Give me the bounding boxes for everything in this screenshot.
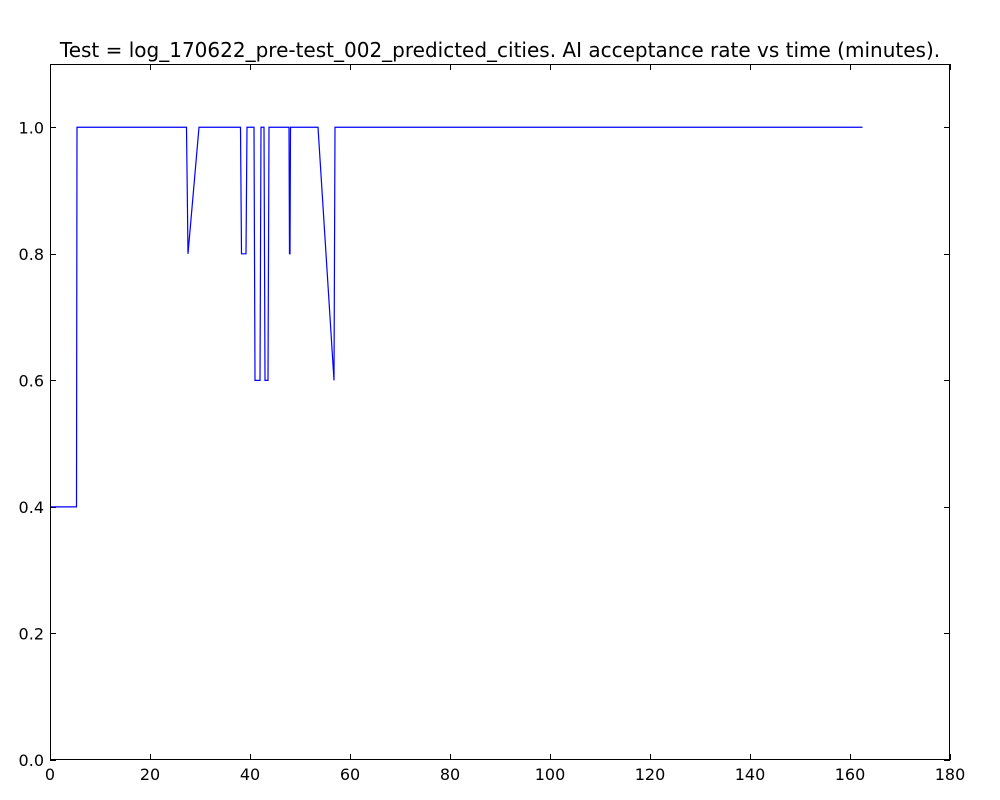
series-line-0 — [50, 126, 863, 508]
y-tick-label: 0.0 — [19, 751, 44, 770]
x-tick-label: 180 — [935, 765, 966, 784]
x-tick-label: 0 — [45, 765, 55, 784]
x-tick-label: 80 — [440, 765, 460, 784]
y-tick-label: 0.8 — [19, 245, 44, 264]
x-tick-label: 40 — [240, 765, 260, 784]
plot-frame — [50, 64, 950, 760]
x-tick-label: 120 — [635, 765, 666, 784]
y-tick-label: 0.6 — [19, 371, 44, 390]
series-layer — [50, 126, 863, 508]
x-tick-label: 60 — [340, 765, 360, 784]
x-tick-label: 100 — [535, 765, 566, 784]
chart-title: Test = log_170622_pre-test_002_predicted… — [59, 38, 940, 62]
x-tick-label: 160 — [835, 765, 866, 784]
x-tick-label: 20 — [140, 765, 160, 784]
ticks-layer: 0 20 40 60 80 100 120 140 160 180 0.0 0.2 0.4 0.6 0.8 1… — [19, 64, 966, 784]
x-tick-label: 140 — [735, 765, 766, 784]
y-tick-label: 0.4 — [19, 498, 44, 517]
y-tick-label: 1.0 — [19, 118, 44, 137]
y-tick-label: 0.2 — [19, 624, 44, 643]
